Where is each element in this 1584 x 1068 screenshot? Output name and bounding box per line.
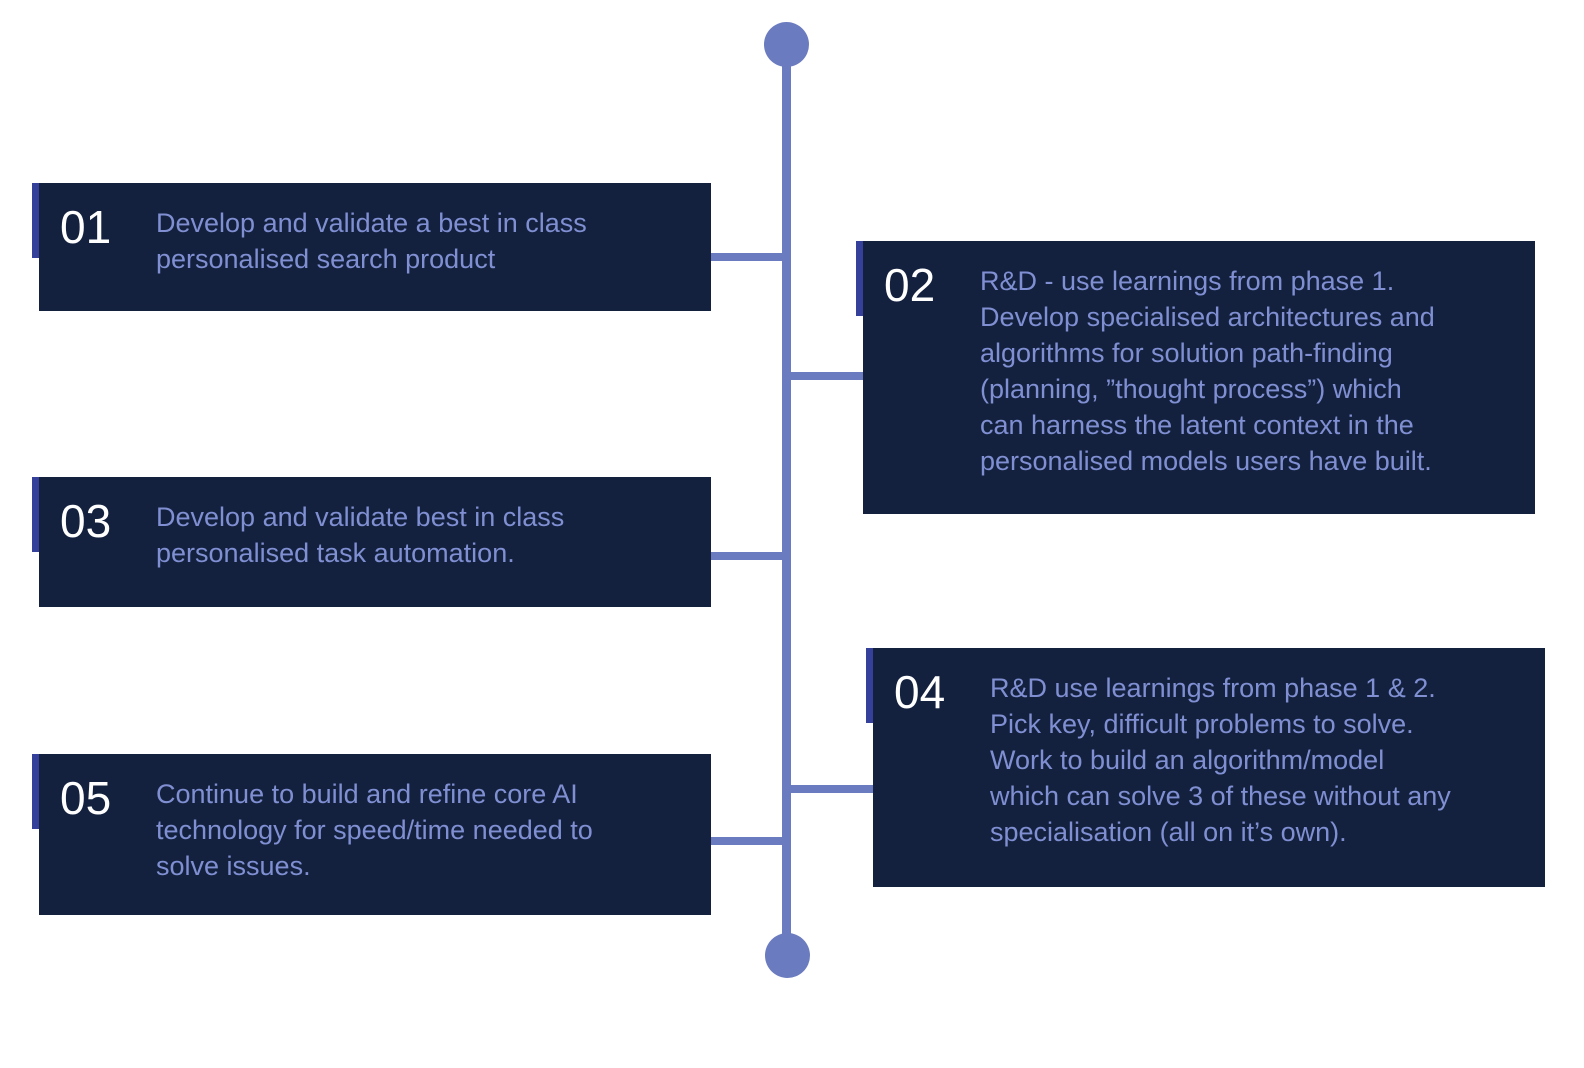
phase-description-line: personalised task automation. bbox=[156, 538, 515, 568]
phase-accent-bar bbox=[856, 241, 863, 316]
phase-number: 03 bbox=[60, 495, 112, 547]
phase-description: Develop and validate best in class perso… bbox=[156, 499, 564, 571]
phase-number: 01 bbox=[60, 201, 112, 253]
phase-accent-bar bbox=[866, 648, 873, 723]
phase-description-line: R&D - use learnings from phase 1. bbox=[980, 266, 1395, 296]
connector-phase-04 bbox=[787, 785, 873, 793]
phase-description: R&D use learnings from phase 1 & 2. Pick… bbox=[990, 670, 1451, 850]
phase-description-line: Develop and validate best in class bbox=[156, 502, 565, 532]
phase-description-line: personalised search product bbox=[156, 244, 496, 274]
phase-description-line: Pick key, difficult problems to solve. bbox=[990, 709, 1414, 739]
phase-accent-bar bbox=[32, 183, 39, 258]
timeline-end-dot bbox=[765, 933, 810, 978]
phase-number: 05 bbox=[60, 772, 112, 824]
connector-phase-03 bbox=[711, 552, 785, 560]
phase-description: Develop and validate a best in class per… bbox=[156, 205, 587, 277]
phase-number: 04 bbox=[894, 666, 946, 718]
phase-card-03: 03 Develop and validate best in class pe… bbox=[32, 477, 711, 607]
phase-description-line: specialisation (all on it’s own). bbox=[990, 817, 1347, 847]
connector-phase-01 bbox=[711, 253, 785, 261]
phase-card-04: 04 R&D use learnings from phase 1 & 2. P… bbox=[866, 648, 1545, 887]
phase-description-line: algorithms for solution path-finding bbox=[980, 338, 1393, 368]
phase-description-line: technology for speed/time needed to bbox=[156, 815, 593, 845]
phase-description: Continue to build and refine core AI tec… bbox=[156, 776, 593, 884]
phase-card-02: 02 R&D - use learnings from phase 1. Dev… bbox=[856, 241, 1535, 514]
phase-description-line: which can solve 3 of these without any bbox=[990, 781, 1451, 811]
timeline-spine bbox=[782, 45, 791, 957]
timeline-start-dot bbox=[764, 22, 809, 67]
phase-description: R&D - use learnings from phase 1. Develo… bbox=[980, 263, 1435, 479]
phase-description-line: (planning, ”thought process”) which bbox=[980, 374, 1402, 404]
phase-description-line: can harness the latent context in the bbox=[980, 410, 1414, 440]
phase-card-05: 05 Continue to build and refine core AI … bbox=[32, 754, 711, 915]
connector-phase-02 bbox=[787, 372, 863, 380]
phase-description-line: Continue to build and refine core AI bbox=[156, 779, 578, 809]
phase-description-line: solve issues. bbox=[156, 851, 311, 881]
phase-accent-bar bbox=[32, 477, 39, 552]
phase-description-line: R&D use learnings from phase 1 & 2. bbox=[990, 673, 1436, 703]
connector-phase-05 bbox=[711, 837, 785, 845]
phase-card-01: 01 Develop and validate a best in class … bbox=[32, 183, 711, 311]
phase-accent-bar bbox=[32, 754, 39, 829]
phase-description-line: Develop specialised architectures and bbox=[980, 302, 1435, 332]
phase-description-line: Work to build an algorithm/model bbox=[990, 745, 1385, 775]
phase-number: 02 bbox=[884, 259, 936, 311]
phase-description-line: Develop and validate a best in class bbox=[156, 208, 587, 238]
phase-description-line: personalised models users have built. bbox=[980, 446, 1432, 476]
